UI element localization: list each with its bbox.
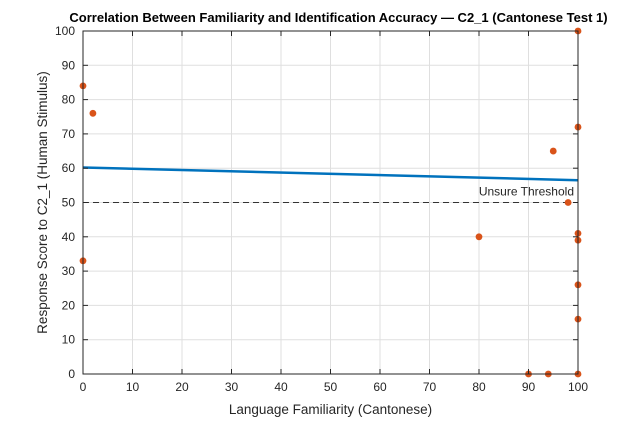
y-tick-label: 100: [55, 24, 75, 38]
data-point: [549, 147, 557, 155]
data-point: [564, 199, 572, 206]
chart-title: Correlation Between Familiarity and Iden…: [69, 10, 607, 25]
threshold-label: Unsure Threshold: [479, 185, 574, 199]
tick-labels: 0 10 20 30 40 50 60 70 80 90 100 0 10 20 30 40 50 60 70 80 9…: [55, 24, 588, 394]
x-tick-label: 80: [472, 380, 486, 394]
y-tick-label: 0: [68, 367, 75, 381]
x-axis-label: Language Familiarity (Cantonese): [229, 402, 432, 417]
y-tick-label: 50: [62, 196, 76, 210]
y-tick-label: 30: [62, 264, 76, 278]
x-tick-label: 0: [80, 380, 87, 394]
data-point: [89, 109, 97, 117]
trend-line: [82, 166, 579, 182]
y-tick-label: 10: [62, 333, 76, 347]
x-tick-label: 70: [423, 380, 437, 394]
x-tick-label: 100: [568, 380, 588, 394]
x-tick-label: 60: [373, 380, 387, 394]
data-point: [475, 233, 483, 241]
y-tick-label: 20: [62, 298, 76, 312]
x-tick-label: 20: [175, 380, 189, 394]
trend-group: [82, 166, 579, 182]
x-tick-label: 40: [274, 380, 288, 394]
y-tick-label: 70: [62, 127, 76, 141]
y-tick-label: 90: [62, 58, 76, 72]
y-axis-label: Response Score to C2_1 (Human Stimulus): [35, 71, 50, 334]
y-tick-label: 80: [62, 93, 76, 107]
axes: [82, 30, 579, 375]
x-tick-label: 10: [126, 380, 140, 394]
y-tick-label: 60: [62, 161, 76, 175]
x-tick-label: 90: [522, 380, 536, 394]
y-tick-label: 40: [62, 230, 76, 244]
x-tick-label: 30: [225, 380, 239, 394]
x-tick-label: 50: [324, 380, 338, 394]
